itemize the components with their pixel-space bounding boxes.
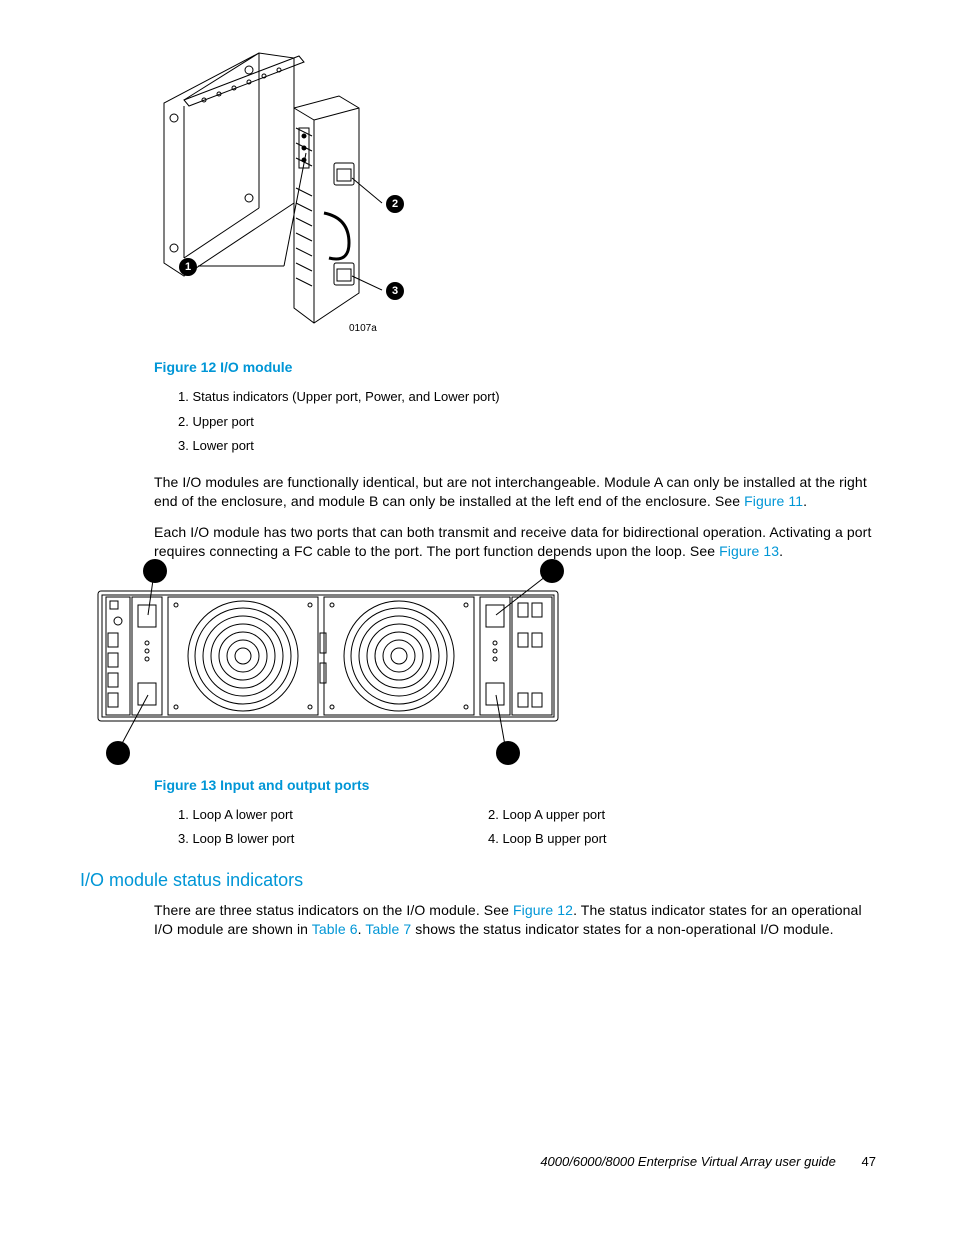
- legend-item: 3. Loop B lower port: [178, 827, 488, 852]
- figure-13-image: [88, 573, 568, 763]
- legend-item: 2. Loop A upper port: [488, 803, 798, 828]
- paragraph-1: The I/O modules are functionally identic…: [154, 473, 874, 511]
- figure-12-caption: Figure 12 I/O module: [154, 359, 876, 375]
- io-module-diagram: [154, 48, 414, 343]
- text: .: [803, 493, 807, 509]
- callout: [540, 559, 564, 583]
- figure-12-image: 1 2 3 0107a: [154, 48, 414, 343]
- table-7-link[interactable]: Table 7: [365, 921, 411, 937]
- callout-1: 1: [179, 258, 197, 276]
- figure-12-link[interactable]: Figure 12: [513, 902, 573, 918]
- footer-title: 4000/6000/8000 Enterprise Virtual Array …: [540, 1154, 836, 1169]
- image-label: 0107a: [349, 323, 377, 334]
- callout-3: 3: [386, 282, 404, 300]
- callout-2: 2: [386, 195, 404, 213]
- legend-item: 1. Loop A lower port: [178, 803, 488, 828]
- paragraph-2: Each I/O module has two ports that can b…: [154, 523, 874, 561]
- callout: [143, 559, 167, 583]
- legend-item: 3. Lower port: [178, 434, 876, 459]
- page-number: 47: [862, 1154, 876, 1169]
- callout: [106, 741, 130, 765]
- page-content: 1 2 3 0107a Figure 12 I/O module 1. Stat…: [0, 0, 954, 939]
- legend-item: 2. Upper port: [178, 410, 876, 435]
- page-footer: 4000/6000/8000 Enterprise Virtual Array …: [540, 1154, 876, 1169]
- legend-item: 1. Status indicators (Upper port, Power,…: [178, 385, 876, 410]
- figure-13-link[interactable]: Figure 13: [719, 543, 779, 559]
- figure-11-link[interactable]: Figure 11: [744, 493, 803, 509]
- figure-12-legend: 1. Status indicators (Upper port, Power,…: [178, 385, 876, 459]
- figure-13-caption: Figure 13 Input and output ports: [154, 777, 876, 793]
- legend-item: 4. Loop B upper port: [488, 827, 798, 852]
- figure-13-legend: 1. Loop A lower port 2. Loop A upper por…: [178, 803, 798, 852]
- section-paragraph: There are three status indicators on the…: [154, 901, 874, 939]
- callout: [496, 741, 520, 765]
- text: .: [779, 543, 783, 559]
- text: shows the status indicator states for a …: [411, 921, 833, 937]
- table-6-link[interactable]: Table 6: [312, 921, 358, 937]
- section-heading: I/O module status indicators: [80, 870, 876, 891]
- io-ports-diagram: [88, 573, 568, 763]
- text: There are three status indicators on the…: [154, 902, 513, 918]
